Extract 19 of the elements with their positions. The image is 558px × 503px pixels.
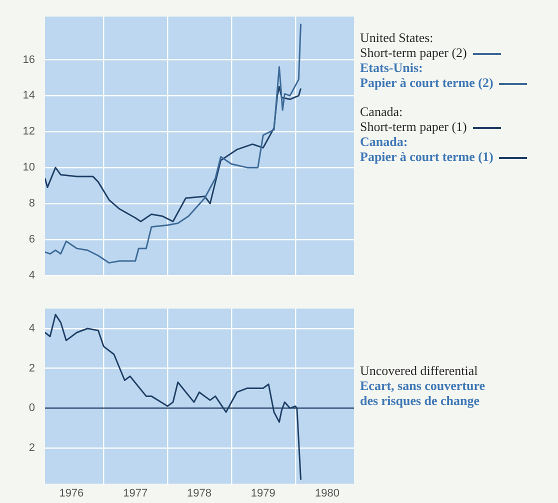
y-tick-label: 12	[22, 126, 35, 138]
x-tick-label: 1977	[123, 487, 148, 500]
y-tick-label: 16	[22, 54, 35, 66]
x-tick-label: 1979	[250, 487, 276, 500]
y-tick-label: 4	[28, 322, 35, 335]
y-tick-label: 2	[28, 442, 35, 454]
x-tick-label: 1976	[59, 487, 84, 500]
x-tick-label: 1980	[314, 487, 340, 500]
text: Uncovered differential Ecart, sans couverture des risques de change	[360, 363, 486, 408]
y-tick-label: 0	[28, 402, 35, 414]
x-tick-label: 1978	[186, 487, 212, 500]
y-tick-label: 14	[22, 90, 35, 102]
y-tick-label: 6	[28, 233, 35, 246]
y-tick-label: 10	[22, 162, 35, 174]
y-tick-label: 4	[28, 269, 35, 282]
text: United States: Short-term paper (2) Etats-Unis: Papier à court terme (2)	[360, 30, 494, 90]
y-tick-label: 8	[28, 198, 35, 210]
text: Canada: Short-term paper (1) Canada: Papier à court terme (1)	[360, 104, 494, 164]
y-tick-label: 2	[28, 362, 35, 374]
